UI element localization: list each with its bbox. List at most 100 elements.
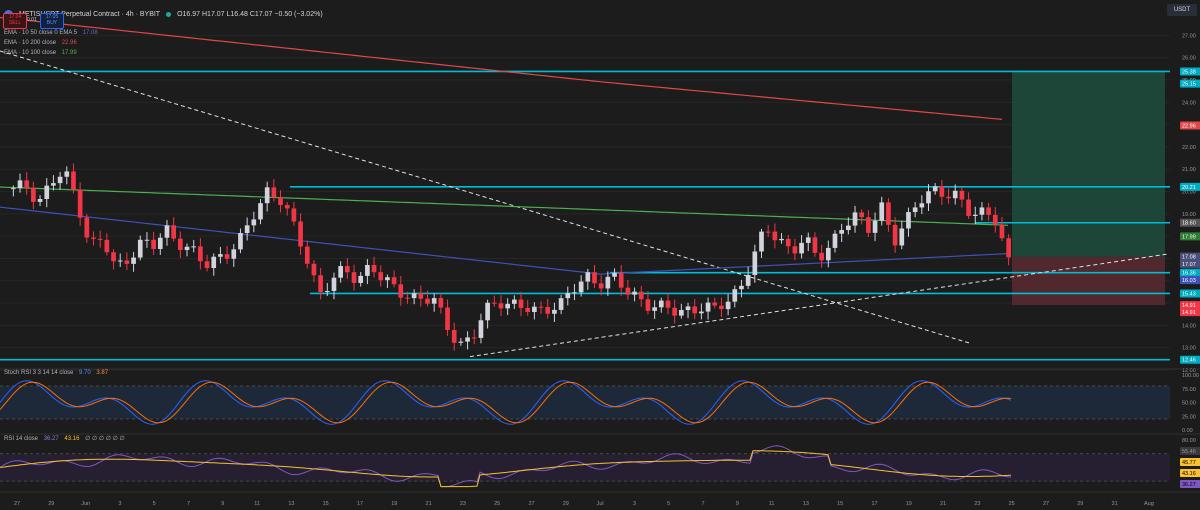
legend-ema-50-label: EMA · 10 50 close 0 EMA 5	[4, 30, 78, 36]
price-label-badge	[1180, 218, 1200, 227]
candle-body	[278, 197, 283, 206]
candle-body	[545, 306, 551, 314]
buy-button[interactable]: 17.05 BUY	[40, 13, 64, 29]
candle-body	[224, 254, 230, 259]
candle-body	[712, 302, 718, 306]
candle-body	[939, 186, 945, 197]
price-tick-label: 12.00	[1182, 368, 1196, 374]
price-label-badge	[1180, 79, 1200, 88]
candle-body	[605, 276, 611, 289]
rsi-label-badge	[1180, 469, 1200, 477]
time-tick-label: Aug	[1144, 501, 1154, 507]
candle-body	[538, 306, 544, 308]
price-label-text: 14.91	[1182, 310, 1196, 316]
time-tick-label: 27	[14, 501, 20, 507]
time-tick-label: 15	[837, 501, 843, 507]
time-tick-label: 7	[187, 501, 190, 507]
time-tick-label: 7	[701, 501, 704, 507]
price-tick-label: 13.00	[1182, 346, 1196, 352]
take-profit-zone	[1012, 71, 1165, 257]
candle-body	[104, 239, 110, 253]
rsi-tick-label: 80.00	[1182, 438, 1196, 444]
price-label-text: 16.36	[1182, 271, 1196, 277]
candle-body	[832, 233, 838, 248]
candle-body	[638, 291, 644, 300]
candle-body	[765, 231, 771, 233]
legend-rsi[interactable]: RSI 14 close 36.27 43.16 ∅ ∅ ∅ ∅ ∅ ∅	[4, 435, 125, 442]
legend-ema-200-value: 22.96	[61, 40, 77, 46]
candle-body	[451, 329, 457, 343]
candle-body	[719, 305, 724, 310]
candle-body	[598, 283, 604, 289]
price-tick-label: 26.00	[1182, 56, 1196, 62]
candle-body	[24, 180, 30, 188]
candle-body	[819, 252, 824, 261]
price-labels: 25.38 25.15 22.96 20.21 18.60 17.99 17.0817.07…	[1180, 67, 1200, 364]
price-label-text: 17.08	[1182, 255, 1196, 261]
candle-body	[658, 300, 664, 308]
candle-body	[785, 238, 791, 247]
time-tick-label: 23	[974, 501, 980, 507]
candle-body	[251, 219, 257, 226]
candle-body	[685, 306, 691, 310]
candle-body	[385, 277, 390, 281]
candle-body	[204, 261, 210, 269]
time-tick-label: 17	[871, 501, 877, 507]
legend-stoch-label: Stoch RSI 3 3 14 14 close	[4, 370, 74, 376]
symbol-title[interactable]: METISUSDT Perpetual Contract · 4h · BYBI…	[19, 10, 161, 18]
currency-selector[interactable]: USDT	[1167, 4, 1197, 16]
price-label-badge	[1180, 259, 1200, 268]
candle-body	[151, 239, 156, 249]
time-tick-label: 3	[118, 501, 121, 507]
legend-ema-100[interactable]: EMA · 10 100 close 17.99	[4, 50, 77, 56]
legend-stoch-rsi[interactable]: Stoch RSI 3 3 14 14 close 9.70 3.87	[4, 370, 108, 376]
candle-body	[198, 246, 203, 262]
candle-body	[478, 320, 484, 338]
candle-body	[946, 196, 951, 199]
candle-body	[592, 272, 597, 284]
price-label-badge	[1180, 252, 1200, 261]
legend-ema-50[interactable]: EMA · 10 50 close 0 EMA 5 17.08	[4, 30, 98, 36]
candle-body	[324, 290, 330, 292]
candle-body	[44, 185, 50, 199]
candle-body	[491, 302, 497, 304]
candle-body	[144, 239, 150, 241]
time-tick-label: 27	[1043, 501, 1049, 507]
spread-value: 0.01	[27, 17, 37, 23]
candle-body	[986, 207, 991, 215]
candle-body	[31, 187, 36, 202]
candle-body	[752, 251, 758, 276]
legend-rsi-value: 36.27	[43, 436, 59, 442]
candle-body	[218, 254, 223, 257]
candle-body	[284, 205, 290, 209]
candle-body	[612, 272, 617, 277]
price-label-badge	[1180, 121, 1200, 130]
stop-loss-zone	[1012, 256, 1165, 306]
candle-body	[919, 203, 925, 208]
rsi-label-badge	[1180, 447, 1200, 455]
sell-button[interactable]: 17.04 SELL	[3, 13, 27, 29]
candle-body	[732, 289, 738, 302]
candle-body	[178, 238, 183, 251]
sell-price: 17.04	[8, 14, 22, 20]
candle-body	[759, 231, 764, 252]
price-tick-label: 27.00	[1182, 33, 1196, 39]
rsi-tick-label: 55.46	[1182, 449, 1196, 455]
time-tick-label: 13	[803, 501, 809, 507]
candle-body	[665, 300, 671, 308]
time-axis[interactable]: 27 29 Jun 3 5 7 9 11 13 15 17 19 21 23 25 27 29 Jul 3 5 7 9 11…	[0, 491, 1200, 507]
time-tick-label: 17	[357, 501, 363, 507]
candle-body	[84, 217, 90, 238]
candle-body	[258, 203, 263, 220]
ema-100-line	[0, 186, 1009, 226]
price-label-badge	[1180, 268, 1200, 277]
time-tick-label: 3	[633, 501, 636, 507]
candle-body	[391, 277, 397, 285]
legend-ema-200[interactable]: EMA · 10 200 close 22.96	[4, 40, 77, 46]
candle-body	[498, 303, 504, 309]
candle-body	[365, 264, 370, 276]
candle-body	[992, 214, 998, 225]
candle-body	[979, 207, 985, 215]
legend-stoch-d: 3.87	[96, 370, 109, 376]
